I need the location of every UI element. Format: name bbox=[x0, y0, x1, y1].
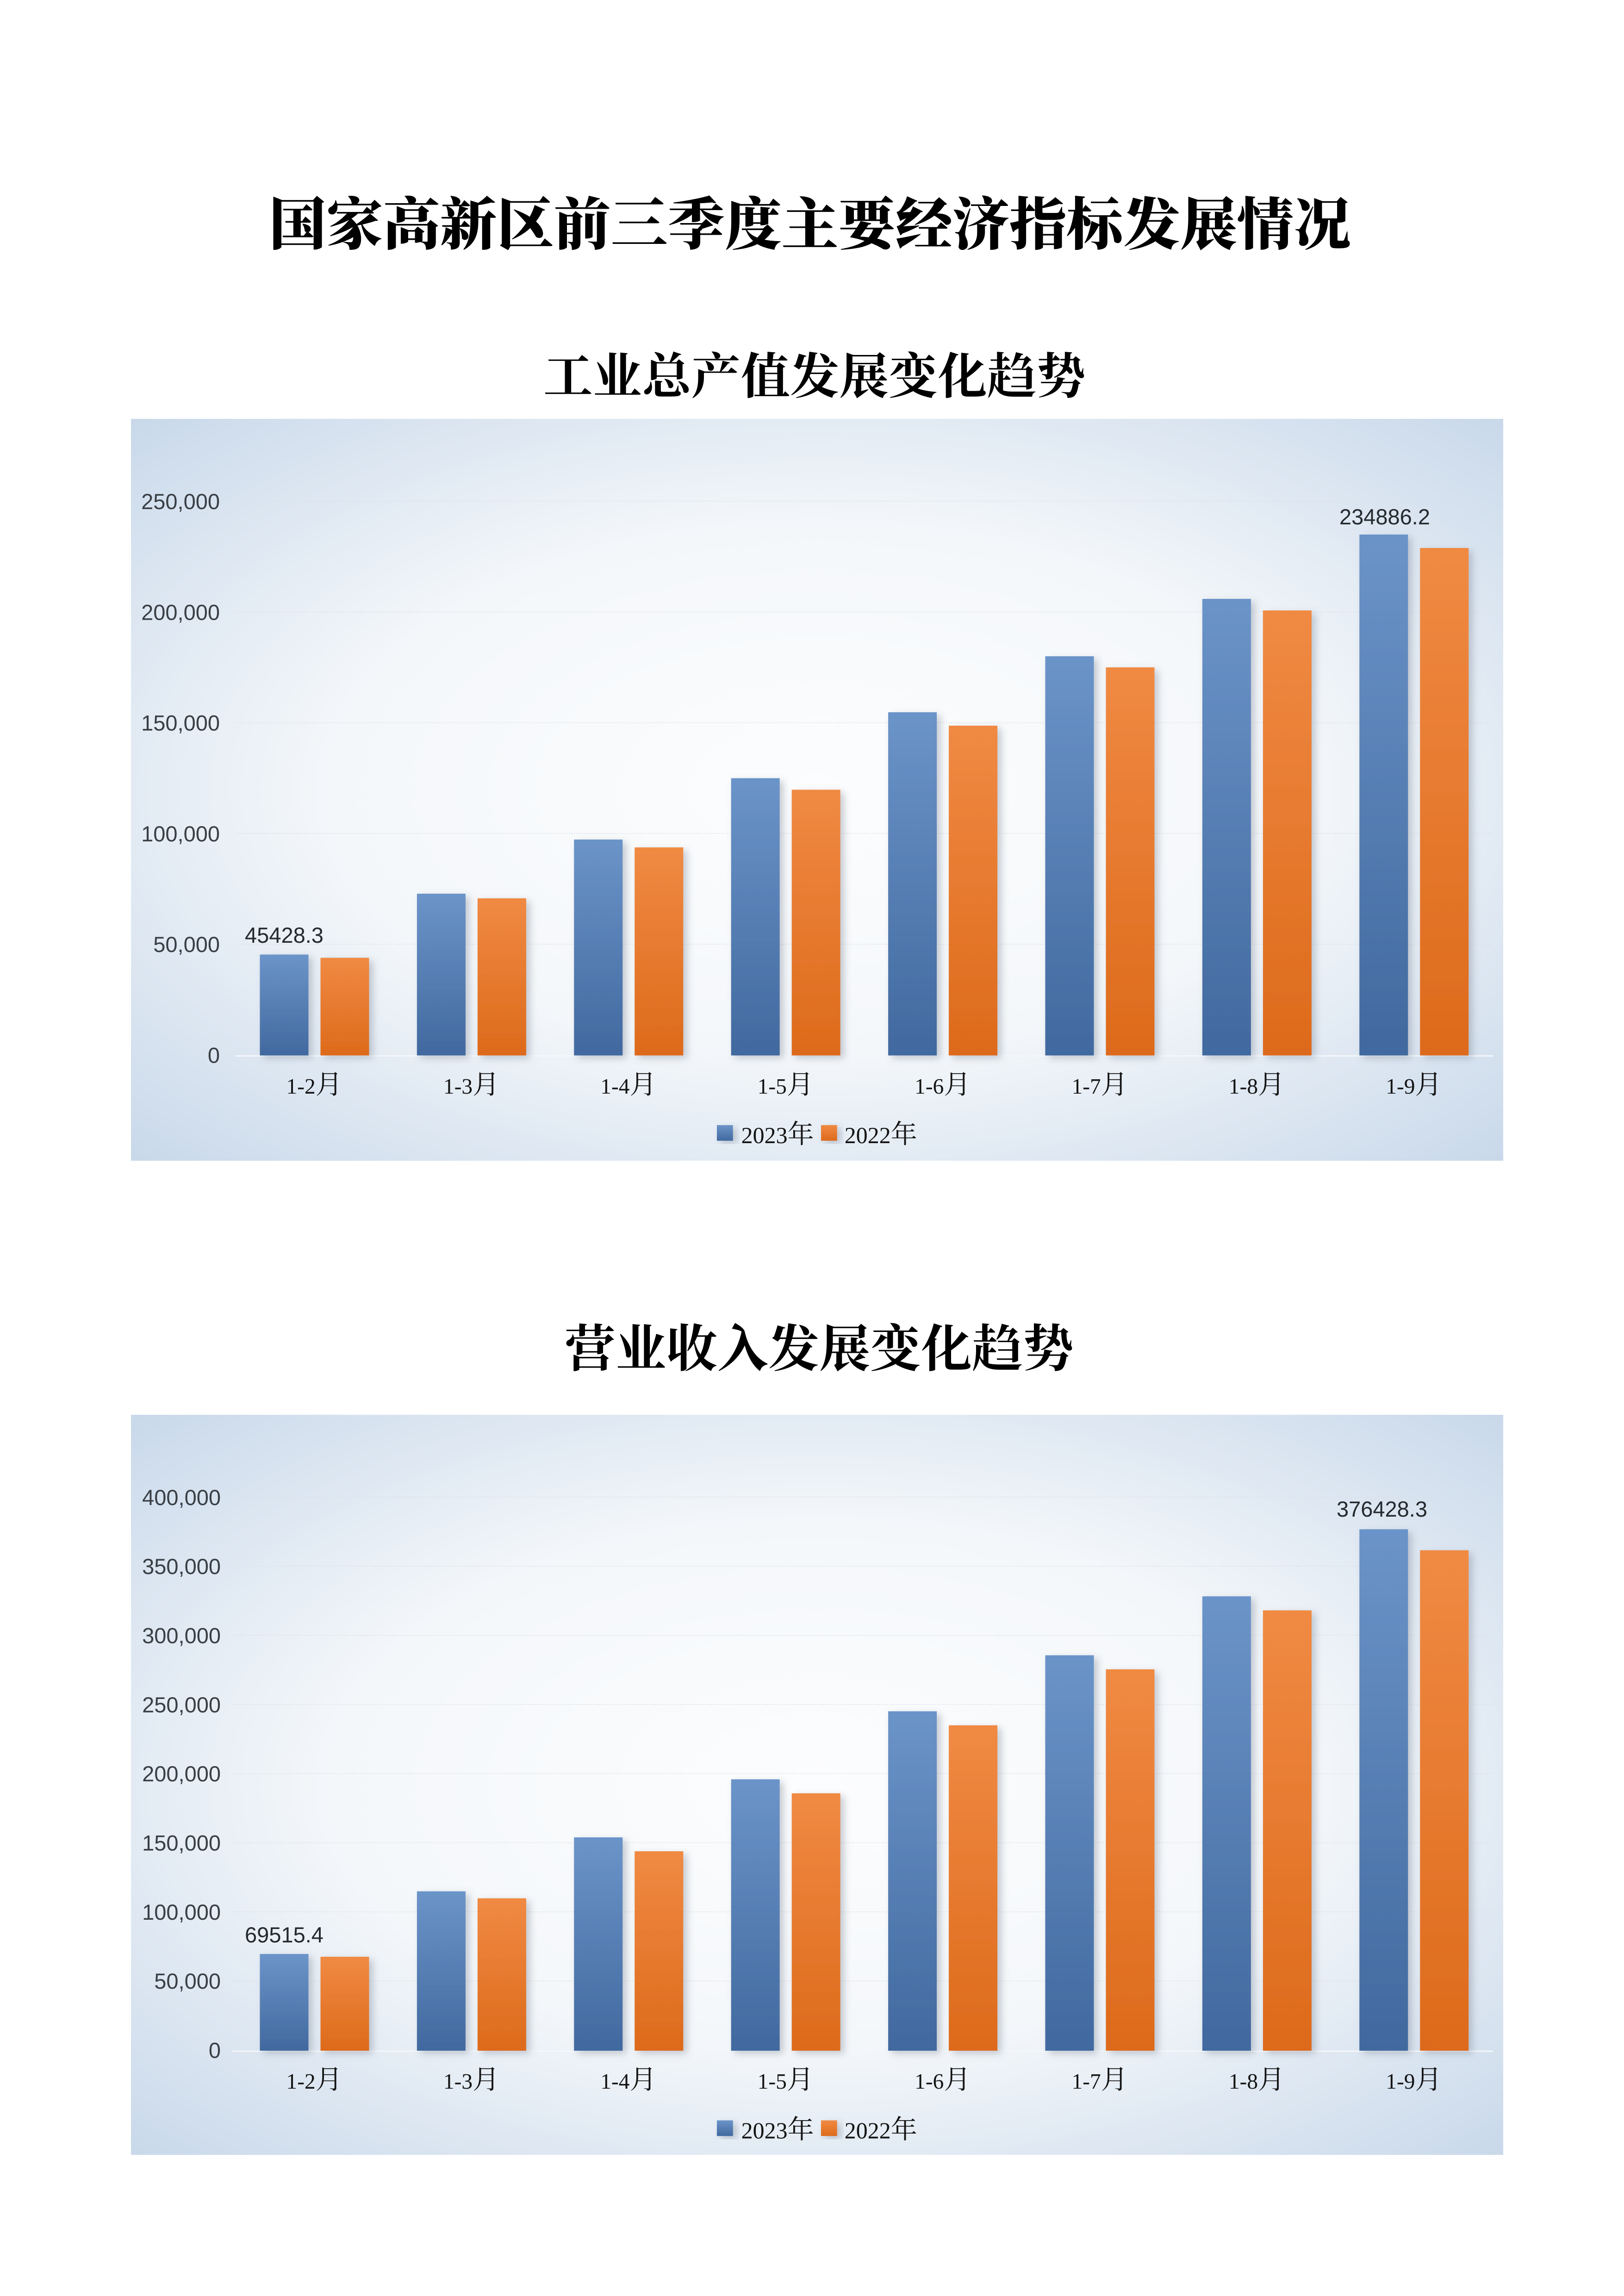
svg-text:150,000: 150,000 bbox=[141, 711, 220, 735]
svg-text:150,000: 150,000 bbox=[142, 1831, 221, 1855]
svg-text:400,000: 400,000 bbox=[142, 1485, 221, 1510]
svg-text:69515.4: 69515.4 bbox=[245, 1923, 324, 1947]
svg-text:376428.3: 376428.3 bbox=[1337, 1497, 1427, 1521]
svg-text:200,000: 200,000 bbox=[142, 1761, 221, 1786]
svg-text:100,000: 100,000 bbox=[142, 1900, 221, 1924]
svg-text:50,000: 50,000 bbox=[153, 932, 220, 957]
svg-text:0: 0 bbox=[208, 1043, 220, 1068]
svg-text:50,000: 50,000 bbox=[154, 1969, 221, 1993]
svg-text:200,000: 200,000 bbox=[141, 600, 220, 624]
svg-text:350,000: 350,000 bbox=[142, 1554, 221, 1579]
svg-text:234886.2: 234886.2 bbox=[1339, 504, 1430, 529]
svg-text:100,000: 100,000 bbox=[141, 821, 220, 846]
svg-text:45428.3: 45428.3 bbox=[245, 923, 324, 947]
svg-text:250,000: 250,000 bbox=[141, 489, 220, 514]
svg-text:0: 0 bbox=[209, 2038, 221, 2063]
svg-text:250,000: 250,000 bbox=[142, 1692, 221, 1717]
svg-text:300,000: 300,000 bbox=[142, 1624, 221, 1648]
